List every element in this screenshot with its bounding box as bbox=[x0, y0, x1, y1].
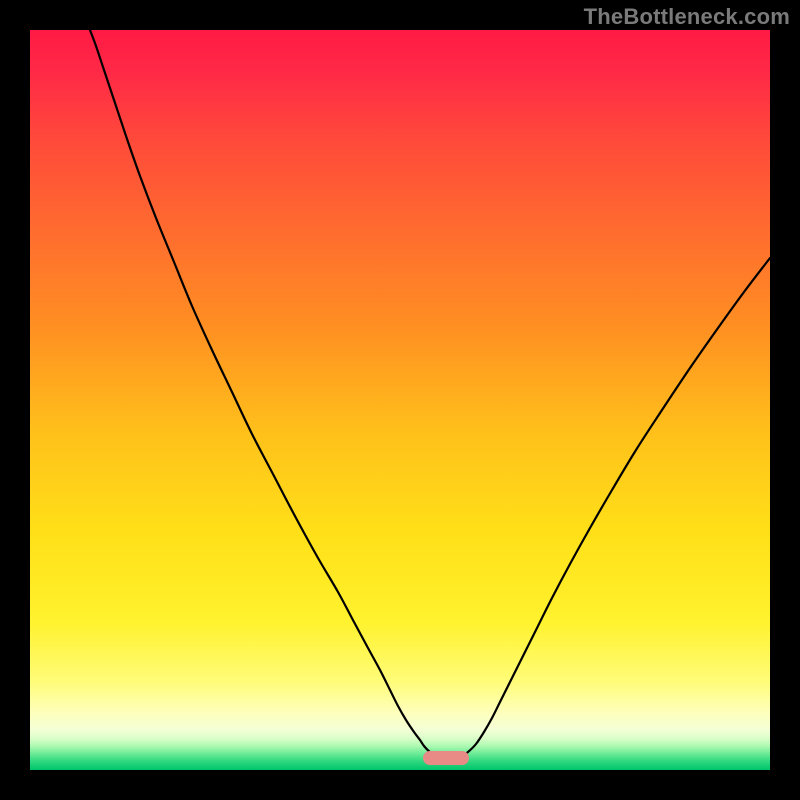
plot-svg bbox=[30, 30, 770, 770]
watermark-text: TheBottleneck.com bbox=[584, 4, 790, 30]
gradient-background bbox=[30, 30, 770, 770]
optimum-marker bbox=[423, 751, 469, 765]
plot-area bbox=[30, 30, 770, 770]
chart-frame: TheBottleneck.com bbox=[0, 0, 800, 800]
